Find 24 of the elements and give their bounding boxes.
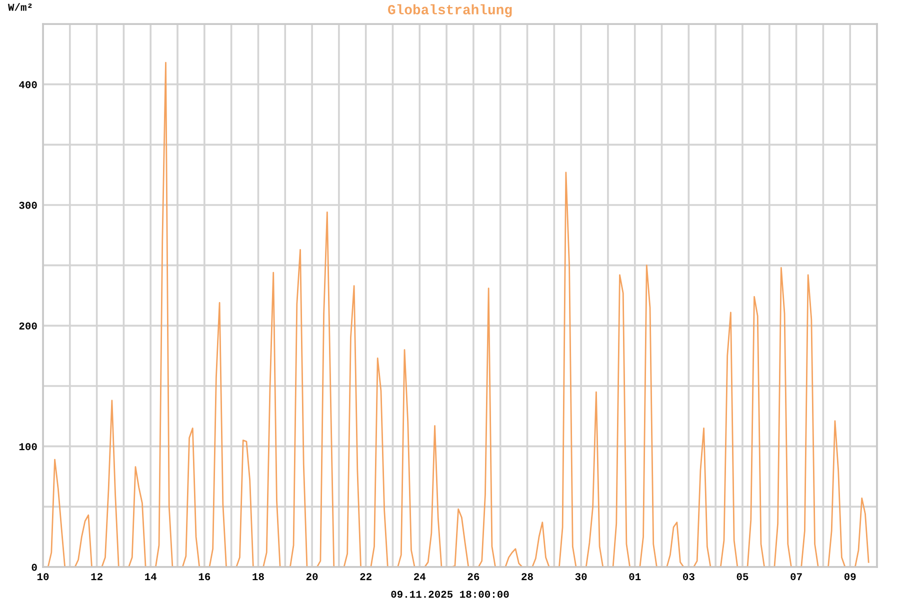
y-tick-label: 200 bbox=[19, 322, 37, 330]
x-tick-label: 01 bbox=[629, 573, 641, 580]
y-tick-label: 300 bbox=[19, 202, 37, 209]
y-tick-label: 0 bbox=[32, 564, 37, 571]
x-tick-label: 22 bbox=[360, 573, 372, 580]
x-tick-label: 16 bbox=[198, 573, 210, 580]
x-tick-label: 10 bbox=[37, 573, 49, 580]
x-tick-label: 28 bbox=[522, 573, 533, 580]
chart-title: Globalstrahlung bbox=[388, 4, 512, 18]
x-tick-label: 26 bbox=[468, 573, 480, 580]
x-axis-title: 09.11.2025 18:00:00 bbox=[391, 590, 509, 598]
x-tick-label: 18 bbox=[252, 573, 264, 580]
x-tick-label: 07 bbox=[790, 573, 802, 580]
x-tick-label: 12 bbox=[91, 573, 102, 580]
x-tick-label: 24 bbox=[414, 573, 426, 580]
x-tick-label: 20 bbox=[306, 573, 318, 580]
y-axis-title: W/m² bbox=[8, 3, 32, 11]
x-tick-label: 09 bbox=[844, 573, 856, 580]
y-tick-label: 100 bbox=[19, 443, 37, 450]
x-tick-label: 05 bbox=[736, 573, 748, 580]
y-tick-label: 400 bbox=[19, 81, 37, 88]
x-tick-label: 03 bbox=[683, 573, 694, 580]
x-tick-label: 30 bbox=[575, 573, 587, 580]
x-tick-label: 14 bbox=[145, 573, 157, 580]
